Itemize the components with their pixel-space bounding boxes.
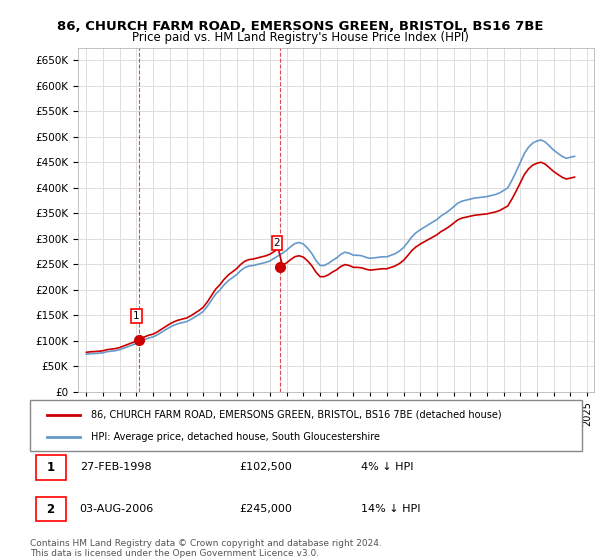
- Text: £102,500: £102,500: [240, 463, 293, 473]
- Text: HPI: Average price, detached house, South Gloucestershire: HPI: Average price, detached house, Sout…: [91, 432, 380, 442]
- FancyBboxPatch shape: [35, 497, 66, 521]
- Text: 03-AUG-2006: 03-AUG-2006: [80, 504, 154, 514]
- Text: Contains HM Land Registry data © Crown copyright and database right 2024.
This d: Contains HM Land Registry data © Crown c…: [30, 539, 382, 558]
- Text: 86, CHURCH FARM ROAD, EMERSONS GREEN, BRISTOL, BS16 7BE: 86, CHURCH FARM ROAD, EMERSONS GREEN, BR…: [57, 20, 543, 32]
- Text: 14% ↓ HPI: 14% ↓ HPI: [361, 504, 421, 514]
- Text: 4% ↓ HPI: 4% ↓ HPI: [361, 463, 414, 473]
- Text: 27-FEB-1998: 27-FEB-1998: [80, 463, 151, 473]
- FancyBboxPatch shape: [35, 455, 66, 479]
- Text: 86, CHURCH FARM ROAD, EMERSONS GREEN, BRISTOL, BS16 7BE (detached house): 86, CHURCH FARM ROAD, EMERSONS GREEN, BR…: [91, 409, 502, 419]
- Text: 1: 1: [133, 311, 140, 321]
- FancyBboxPatch shape: [30, 400, 582, 451]
- Text: 2: 2: [274, 238, 280, 248]
- Text: Price paid vs. HM Land Registry's House Price Index (HPI): Price paid vs. HM Land Registry's House …: [131, 31, 469, 44]
- Text: 1: 1: [46, 461, 55, 474]
- Text: £245,000: £245,000: [240, 504, 293, 514]
- Text: 2: 2: [46, 502, 55, 516]
